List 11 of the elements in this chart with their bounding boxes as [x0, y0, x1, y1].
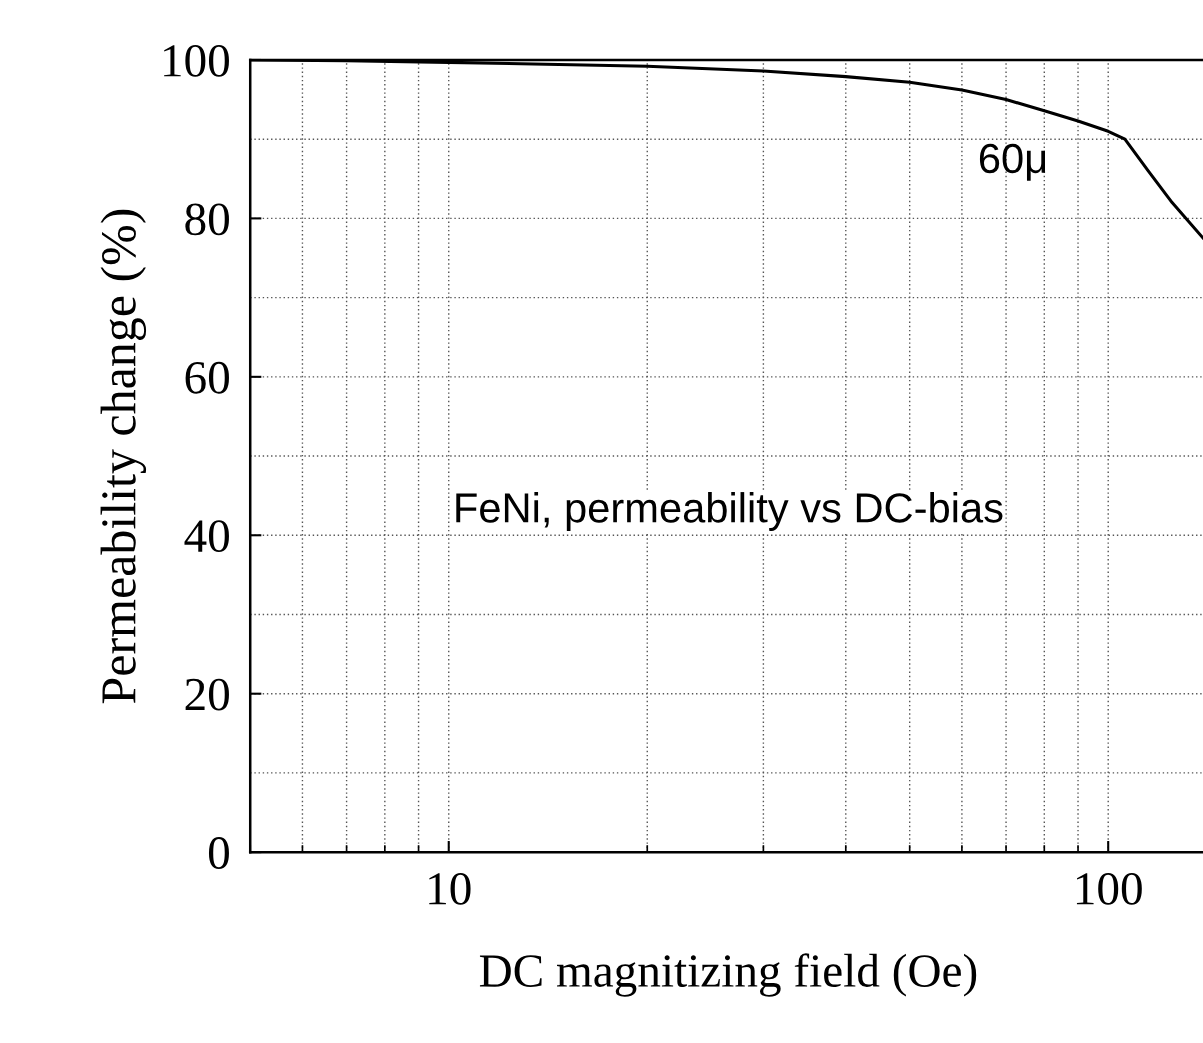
y-axis-title: Permeability change (%)	[100, 209, 147, 704]
y-tick-label: 80	[185, 203, 229, 236]
y-tick-label: 60	[185, 361, 229, 394]
x-axis-title: DC magnitizing field (Oe)	[479, 953, 977, 997]
x-tick-label: 10	[429, 872, 471, 905]
y-tick-label: 40	[184, 520, 229, 553]
y-tick-label: 100	[164, 44, 229, 77]
annotation: FeNi, permeability vs DC-bias	[456, 492, 1003, 531]
series-label: 60μ	[979, 143, 1046, 181]
y-tick-label: 0	[208, 837, 229, 869]
y-tick-label: 20	[185, 678, 229, 711]
